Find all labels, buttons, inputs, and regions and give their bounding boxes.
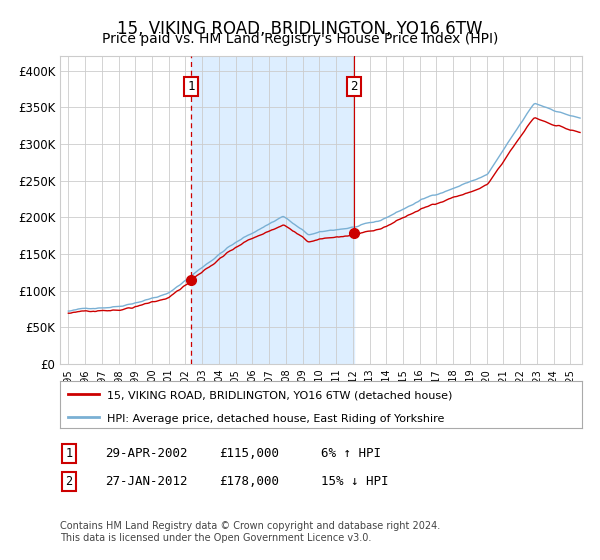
Text: 2: 2	[65, 475, 73, 488]
Text: £115,000: £115,000	[219, 447, 279, 460]
Text: 29-APR-2002: 29-APR-2002	[105, 447, 187, 460]
Text: 27-JAN-2012: 27-JAN-2012	[105, 475, 187, 488]
Text: Contains HM Land Registry data © Crown copyright and database right 2024.: Contains HM Land Registry data © Crown c…	[60, 521, 440, 531]
Text: £178,000: £178,000	[219, 475, 279, 488]
Bar	[191, 56, 354, 364]
Text: 15% ↓ HPI: 15% ↓ HPI	[321, 475, 389, 488]
Text: 15, VIKING ROAD, BRIDLINGTON, YO16 6TW: 15, VIKING ROAD, BRIDLINGTON, YO16 6TW	[117, 20, 483, 38]
Text: 1: 1	[187, 80, 194, 94]
Text: 15, VIKING ROAD, BRIDLINGTON, YO16 6TW (detached house): 15, VIKING ROAD, BRIDLINGTON, YO16 6TW (…	[107, 390, 452, 400]
Text: 2: 2	[350, 80, 358, 94]
Text: 1: 1	[65, 447, 73, 460]
Text: This data is licensed under the Open Government Licence v3.0.: This data is licensed under the Open Gov…	[60, 533, 371, 543]
Text: HPI: Average price, detached house, East Riding of Yorkshire: HPI: Average price, detached house, East…	[107, 414, 445, 424]
Text: 6% ↑ HPI: 6% ↑ HPI	[321, 447, 381, 460]
Text: Price paid vs. HM Land Registry's House Price Index (HPI): Price paid vs. HM Land Registry's House …	[102, 32, 498, 46]
